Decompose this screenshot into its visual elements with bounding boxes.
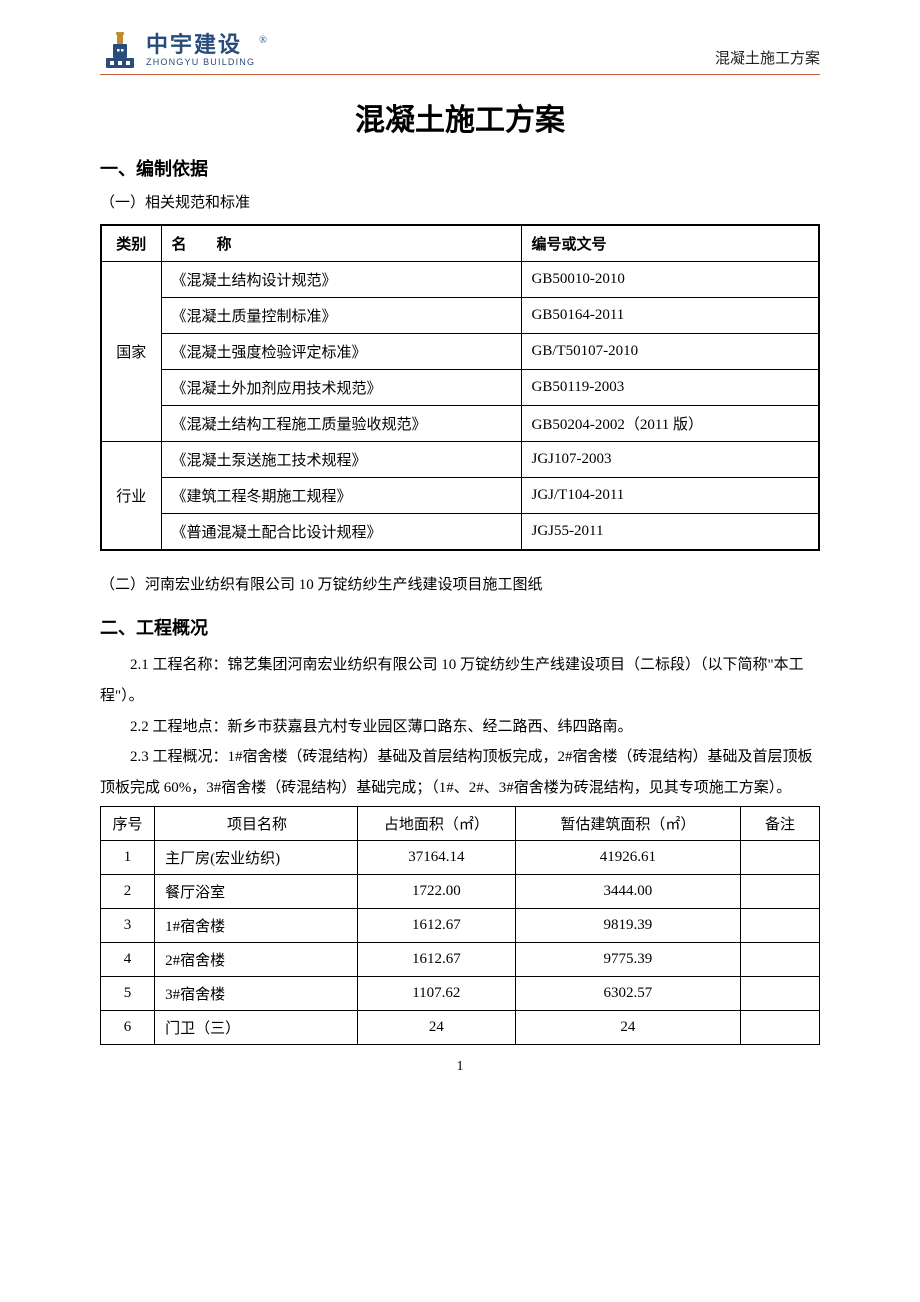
logo-en: ZHONGYU BUILDING	[146, 58, 255, 67]
cell-note	[741, 1010, 820, 1044]
table-row: 《普通混凝土配合比设计规程》 JGJ55-2011	[101, 514, 819, 551]
col-project-name: 项目名称	[155, 806, 358, 840]
cell-seq: 5	[101, 976, 155, 1010]
category-national: 国家	[101, 262, 161, 442]
cell-name: 餐厅浴室	[155, 874, 358, 908]
cell-name: 门卫（三）	[155, 1010, 358, 1044]
std-code: GB50164-2011	[521, 298, 819, 334]
cell-name: 1#宿舍楼	[155, 908, 358, 942]
cell-seq: 2	[101, 874, 155, 908]
cell-built: 9819.39	[515, 908, 740, 942]
std-name: 《普通混凝土配合比设计规程》	[161, 514, 521, 551]
table-header-row: 序号 项目名称 占地面积（㎡） 暂估建筑面积（㎡） 备注	[101, 806, 820, 840]
page-number: 1	[100, 1059, 820, 1075]
std-name: 《混凝土结构设计规范》	[161, 262, 521, 298]
table-row: 《混凝土质量控制标准》 GB50164-2011	[101, 298, 819, 334]
std-code: GB50010-2010	[521, 262, 819, 298]
area-table: 序号 项目名称 占地面积（㎡） 暂估建筑面积（㎡） 备注 1 主厂房(宏业纺织)…	[100, 806, 820, 1045]
std-code: GB50119-2003	[521, 370, 819, 406]
page: 中宇建设 ZHONGYU BUILDING ® 混凝土施工方案 混凝土施工方案 …	[0, 0, 920, 1115]
table-row: 1 主厂房(宏业纺织) 37164.14 41926.61	[101, 840, 820, 874]
std-name: 《混凝土泵送施工技术规程》	[161, 442, 521, 478]
standards-table: 类别 名 称 编号或文号 国家 《混凝土结构设计规范》 GB50010-2010…	[100, 224, 820, 551]
cell-land: 37164.14	[357, 840, 515, 874]
registered-mark-icon: ®	[259, 35, 267, 46]
table-row: 《建筑工程冬期施工规程》 JGJ/T104-2011	[101, 478, 819, 514]
cell-built: 6302.57	[515, 976, 740, 1010]
para-2-3: 2.3 工程概况：1#宿舍楼（砖混结构）基础及首层结构顶板完成，2#宿舍楼（砖混…	[100, 742, 820, 804]
table-row: 6 门卫（三） 24 24	[101, 1010, 820, 1044]
table-row: 2 餐厅浴室 1722.00 3444.00	[101, 874, 820, 908]
table-row: 4 2#宿舍楼 1612.67 9775.39	[101, 942, 820, 976]
std-code: GB50204-2002（2011 版）	[521, 406, 819, 442]
std-name: 《混凝土外加剂应用技术规范》	[161, 370, 521, 406]
cell-built: 24	[515, 1010, 740, 1044]
cell-note	[741, 976, 820, 1010]
section-2-heading: 二、工程概况	[100, 614, 820, 640]
cell-name: 3#宿舍楼	[155, 976, 358, 1010]
col-land-area: 占地面积（㎡）	[357, 806, 515, 840]
cell-seq: 6	[101, 1010, 155, 1044]
cell-land: 1722.00	[357, 874, 515, 908]
section-1-sub1: （一）相关规范和标准	[100, 191, 820, 212]
col-seq: 序号	[101, 806, 155, 840]
para-2-1: 2.1 工程名称：锦艺集团河南宏业纺织有限公司 10 万锭纺纱生产线建设项目（二…	[100, 650, 820, 712]
col-built-area: 暂估建筑面积（㎡）	[515, 806, 740, 840]
page-header: 中宇建设 ZHONGYU BUILDING ® 混凝土施工方案	[100, 30, 820, 75]
cell-land: 1612.67	[357, 908, 515, 942]
table-row: 5 3#宿舍楼 1107.62 6302.57	[101, 976, 820, 1010]
cell-note	[741, 874, 820, 908]
cell-land: 1612.67	[357, 942, 515, 976]
cell-seq: 3	[101, 908, 155, 942]
section-1-sub2: （二）河南宏业纺织有限公司 10 万锭纺纱生产线建设项目施工图纸	[100, 573, 820, 594]
company-logo-icon	[100, 30, 140, 70]
cell-note	[741, 840, 820, 874]
category-industry: 行业	[101, 442, 161, 551]
para-2-2: 2.2 工程地点：新乡市获嘉县亢村专业园区薄口路东、经二路西、纬四路南。	[100, 712, 820, 743]
cell-seq: 4	[101, 942, 155, 976]
table-row: 3 1#宿舍楼 1612.67 9819.39	[101, 908, 820, 942]
section-1-heading: 一、编制依据	[100, 155, 820, 181]
std-code: JGJ/T104-2011	[521, 478, 819, 514]
std-name: 《混凝土结构工程施工质量验收规范》	[161, 406, 521, 442]
cell-built: 41926.61	[515, 840, 740, 874]
header-doc-title: 混凝土施工方案	[715, 47, 820, 70]
col-code: 编号或文号	[521, 225, 819, 262]
cell-name: 2#宿舍楼	[155, 942, 358, 976]
col-category: 类别	[101, 225, 161, 262]
cell-built: 9775.39	[515, 942, 740, 976]
std-name: 《混凝土强度检验评定标准》	[161, 334, 521, 370]
logo-cn: 中宇建设	[146, 34, 255, 56]
table-row: 《混凝土强度检验评定标准》 GB/T50107-2010	[101, 334, 819, 370]
cell-name: 主厂房(宏业纺织)	[155, 840, 358, 874]
cell-land: 24	[357, 1010, 515, 1044]
logo-block: 中宇建设 ZHONGYU BUILDING ®	[100, 30, 269, 70]
logo-text: 中宇建设 ZHONGYU BUILDING	[146, 34, 255, 67]
std-name: 《混凝土质量控制标准》	[161, 298, 521, 334]
table-row: 国家 《混凝土结构设计规范》 GB50010-2010	[101, 262, 819, 298]
table-row: 《混凝土结构工程施工质量验收规范》 GB50204-2002（2011 版）	[101, 406, 819, 442]
std-code: JGJ55-2011	[521, 514, 819, 551]
table-row: 《混凝土外加剂应用技术规范》 GB50119-2003	[101, 370, 819, 406]
cell-seq: 1	[101, 840, 155, 874]
table-row: 行业 《混凝土泵送施工技术规程》 JGJ107-2003	[101, 442, 819, 478]
std-code: GB/T50107-2010	[521, 334, 819, 370]
col-note: 备注	[741, 806, 820, 840]
std-code: JGJ107-2003	[521, 442, 819, 478]
cell-note	[741, 942, 820, 976]
table-header-row: 类别 名 称 编号或文号	[101, 225, 819, 262]
cell-built: 3444.00	[515, 874, 740, 908]
cell-land: 1107.62	[357, 976, 515, 1010]
std-name: 《建筑工程冬期施工规程》	[161, 478, 521, 514]
document-title: 混凝土施工方案	[100, 95, 820, 139]
col-name: 名 称	[161, 225, 521, 262]
cell-note	[741, 908, 820, 942]
